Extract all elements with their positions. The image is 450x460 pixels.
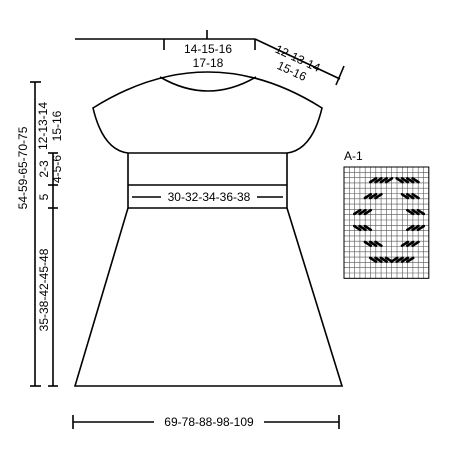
cable-stitch-symbol bbox=[400, 177, 410, 184]
garment-outline bbox=[73, 71, 344, 387]
cable-stitch-symbol bbox=[406, 256, 415, 263]
cable-stitch-symbol bbox=[363, 208, 373, 216]
cable-stitch-symbol bbox=[411, 177, 420, 184]
cable-stitch-symbol bbox=[363, 224, 373, 232]
chart-title: A-1 bbox=[344, 149, 363, 163]
cable-stitch-symbol bbox=[374, 177, 383, 184]
yoke-depth-label-1: 12-13-14 bbox=[36, 102, 50, 150]
shoulder-dimension-line bbox=[254, 38, 341, 80]
shoulder-dimension: 12-13-14 15-16 bbox=[254, 38, 345, 86]
cable-stitch-symbol bbox=[390, 256, 399, 263]
section-a-label-2: 4-5-6 bbox=[50, 155, 64, 183]
cable-stitch-symbol bbox=[358, 224, 367, 232]
cable-stitch-symbol bbox=[384, 177, 394, 184]
cable-stitch-symbol bbox=[368, 240, 378, 248]
neck-dimension: 14-15-16 17-18 bbox=[75, 30, 256, 70]
cable-stitch-symbol bbox=[416, 208, 426, 216]
cable-stitch-symbol bbox=[411, 192, 420, 200]
cable-stitch-symbol bbox=[400, 256, 410, 263]
waist-width-label: 30-32-34-36-38 bbox=[168, 190, 251, 204]
cable-stitch-symbol bbox=[368, 192, 378, 200]
cable-stitch-symbol bbox=[374, 240, 383, 248]
cable-stitch-symbol bbox=[353, 208, 362, 216]
cable-stitch-symbol bbox=[400, 240, 410, 248]
hem-width-label: 69-78-88-98-109 bbox=[164, 415, 254, 429]
cable-stitch-symbol bbox=[406, 208, 415, 216]
cable-stitch-symbol bbox=[374, 256, 383, 263]
yoke-shape bbox=[92, 71, 323, 154]
cable-stitch-symbol bbox=[411, 208, 420, 216]
cable-stitch-symbol bbox=[368, 256, 378, 263]
neck-width-label-1: 14-15-16 bbox=[184, 42, 232, 56]
chart-border bbox=[343, 166, 430, 279]
cable-stitch-symbol bbox=[406, 177, 415, 184]
cable-stitch-symbol bbox=[379, 177, 388, 184]
section-a-label-1: 2-3 bbox=[37, 160, 51, 178]
cable-stitch-symbol bbox=[416, 224, 426, 232]
cable-stitch-symbol bbox=[363, 192, 373, 200]
cable-stitch-symbol bbox=[411, 240, 420, 248]
cable-stitch-symbol bbox=[400, 192, 410, 200]
shoulder-dimension-tick bbox=[335, 65, 345, 86]
cable-stitch-symbol bbox=[379, 256, 388, 263]
cable-stitch-symbol bbox=[411, 224, 420, 232]
band-height-label: 5 bbox=[37, 193, 51, 200]
cable-stitch-symbol bbox=[406, 224, 415, 232]
waist-dimension: 30-32-34-36-38 bbox=[132, 190, 283, 204]
cable-stitch-symbol bbox=[363, 240, 373, 248]
cable-stitch-symbol bbox=[395, 256, 404, 263]
cable-stitch-symbol bbox=[406, 192, 415, 200]
skirt-length-label: 35-38-42-45-48 bbox=[37, 248, 51, 331]
yoke-depth-label-2: 15-16 bbox=[50, 110, 64, 141]
chart-grid bbox=[343, 166, 430, 279]
cable-stitch-symbol bbox=[358, 208, 367, 216]
neckline-curve bbox=[159, 76, 257, 92]
cable-stitch-symbol bbox=[353, 224, 362, 232]
total-length-dimension: 54-59-65-70-75 bbox=[16, 81, 41, 387]
cable-stitch-symbol bbox=[406, 240, 415, 248]
neck-width-label-2: 17-18 bbox=[193, 56, 224, 70]
cable-stitch-symbol bbox=[374, 192, 383, 200]
total-length-label: 54-59-65-70-75 bbox=[16, 126, 30, 209]
cable-stitch-symbol bbox=[368, 177, 378, 184]
chart-marks bbox=[353, 177, 426, 263]
hem-dimension: 69-78-88-98-109 bbox=[72, 415, 340, 429]
chart-a1: A-1 bbox=[343, 149, 430, 279]
section-dimensions: 12-13-14 15-16 2-3 4-5-6 5 35-38-42-45-4… bbox=[36, 102, 64, 387]
cable-stitch-symbol bbox=[395, 177, 404, 184]
skirt-shape bbox=[73, 207, 344, 387]
